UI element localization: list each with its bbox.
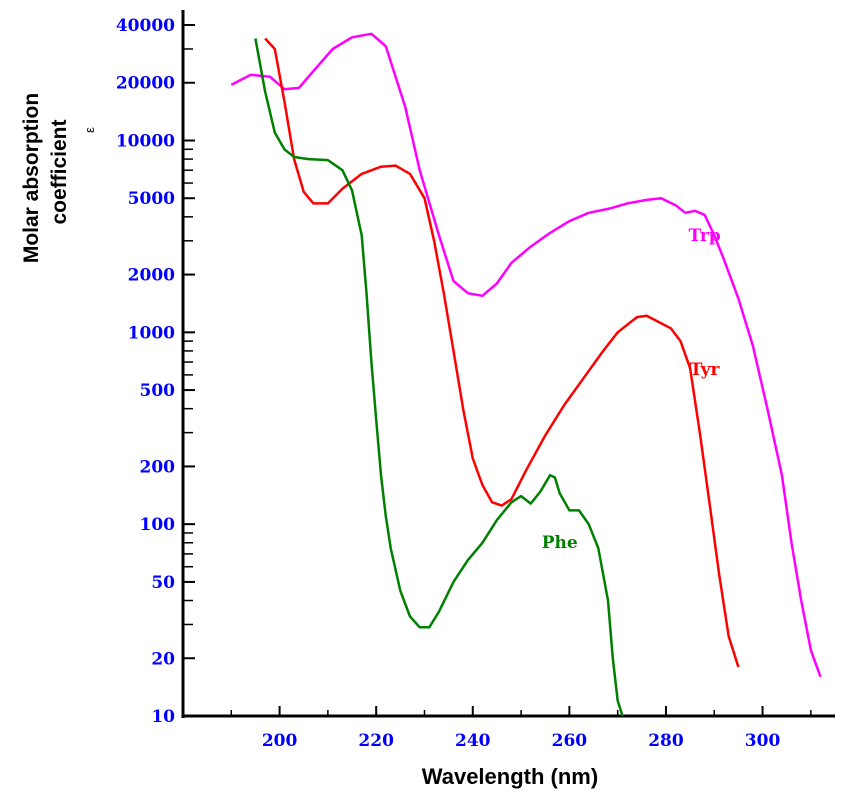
x-tick-label: 260 [552,731,588,751]
y-axis-label: Molar absorption coefficient ε [20,93,97,263]
y-tick-label: 50 [151,573,175,593]
y-tick-label: 100 [140,515,176,535]
series-line-phe [254,38,624,717]
y-axis-label-line1: Molar absorption [20,93,43,263]
series-labels: Trp Tyr Phe [542,226,721,553]
y-tick-label: 10 [151,707,175,727]
x-tick-label: 300 [745,731,781,751]
x-axis-label: Wavelength (nm) [422,764,598,789]
x-tick-label: 220 [358,731,394,751]
series-line-tyr [264,37,740,668]
series-label-trp: Trp [688,226,720,246]
y-tick-label: 5000 [128,189,175,209]
y-tick-label: 10000 [116,131,175,151]
series-label-phe: Phe [542,533,578,553]
y-tick-label: 200 [140,457,176,477]
series-line-trp [230,32,822,678]
x-tick-label: 280 [648,731,684,751]
y-tick-label: 1000 [128,323,175,343]
series-label-tyr: Tyr [690,360,721,380]
x-tick-label: 240 [455,731,491,751]
y-axis-label-line2: coefficient [48,119,71,224]
axes: 40000 20000 10000 5000 2000 1000 500 200 100 50 20… [116,10,835,751]
y-tick-label: 40000 [116,16,175,36]
y-ticks: 40000 20000 10000 5000 2000 1000 500 200 100 50 20… [116,16,195,727]
y-tick-label: 20000 [116,74,175,94]
x-tick-label: 200 [262,731,298,751]
x-ticks: 200 220 240 260 280 300 [230,706,812,751]
series-lines [230,32,822,717]
y-tick-label: 500 [140,381,176,401]
y-axis-label-subscript: ε [82,127,97,133]
y-tick-label: 20 [151,649,175,669]
y-tick-label: 2000 [128,266,175,286]
